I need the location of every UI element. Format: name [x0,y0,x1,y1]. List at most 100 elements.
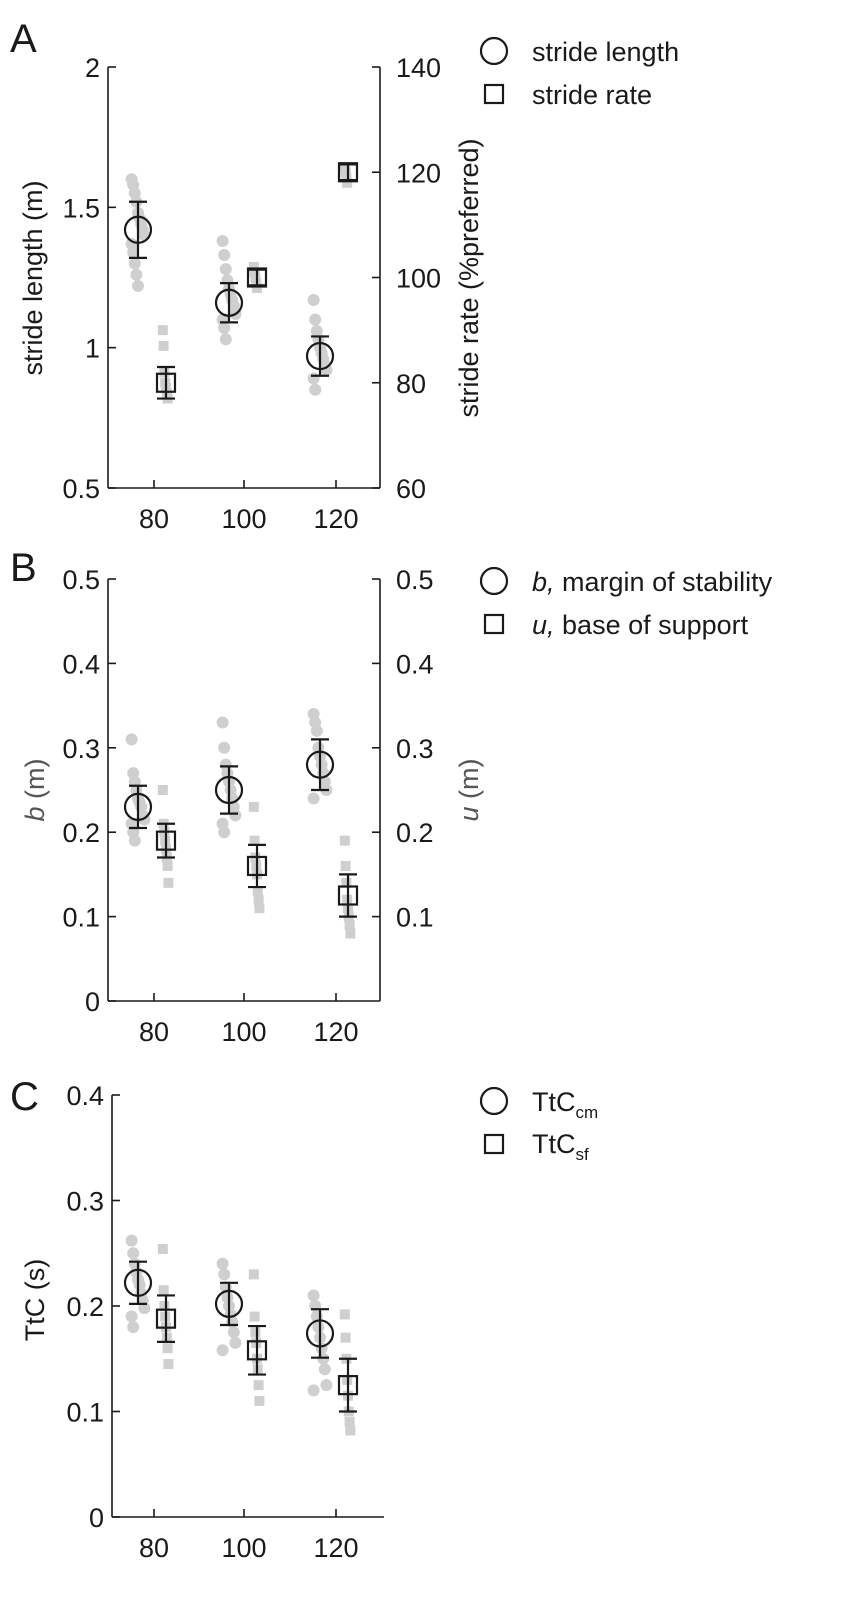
legend-c-item-0-label: TtCcm [532,1087,598,1122]
mean-point-square [337,885,359,906]
raw-point-square [249,267,260,278]
mean-point-circle [123,215,153,244]
mean-point-circle [123,792,153,821]
panel-b-y-right-tick-label: 0.4 [396,649,434,679]
raw-point-circle [216,716,229,729]
legend-c-item-0-text: TtC [532,1087,576,1117]
panel-b-y-right-tick-label: 0.5 [396,565,434,595]
raw-point-square [159,1301,170,1311]
legend-c: TtCcm TtCsf [479,1086,598,1164]
panel-a-x-tick-label: 100 [221,504,266,534]
panel-a-y-left-tick-label: 0.5 [62,474,100,504]
panel-c-y-left-tick-label: 0.2 [66,1292,104,1322]
legend-b-circle-marker [479,566,509,596]
panel-a-y-right-tick-label: 120 [396,158,441,188]
raw-point-square [340,167,351,178]
mean-point-circle [305,341,335,371]
legend-a: stride length stride rate [479,36,679,110]
panel-b-y-right-label: u (m) [454,758,484,821]
raw-point-circle [216,1344,229,1357]
legend-c-item-1-sub: sf [576,1145,590,1164]
panel-b-x-tick-label: 100 [221,1017,266,1047]
raw-point-square [252,886,263,897]
panel-c-chart: 0 0.1 0.2 0.3 0.4 80 100 120 [66,1081,384,1563]
raw-point-circle [309,313,322,326]
panel-b-y-left-tick-label: 0.4 [62,649,100,679]
panel-c-x-tick-label: 120 [313,1533,358,1563]
raw-point-circle [307,293,320,306]
panel-a-y-left-tick-label: 1 [85,334,100,364]
panel-c-y-label: TtC (s) [20,1259,50,1341]
legend-c-item-1-text: TtC [532,1129,576,1159]
raw-point-square [344,1417,355,1428]
raw-point-square [340,1332,351,1343]
legend-b-item-1-label: u, base of support [532,610,749,640]
panel-b-y-left-var: b [20,806,50,821]
panel-a-x-tick-label: 120 [313,504,358,534]
mean-point-square [246,855,268,877]
panel-b-x-tick-label: 80 [139,1017,169,1047]
raw-point-circle [125,1234,138,1247]
raw-point-circle [318,1363,331,1376]
panel-a-y-right-label: stride rate (%preferred) [454,138,484,417]
panel-b-y-left-tick-label: 0.5 [62,565,100,595]
panel-a-chart: 0.5 1 1.5 2 60 80 100 120 140 80 100 120 [62,53,441,534]
raw-point-square [162,860,173,871]
raw-point-circle [218,249,231,262]
panel-b-series-square [155,785,359,939]
raw-point-circle [130,268,143,281]
raw-point-circle [127,1321,140,1334]
panel-c-y-left-tick-label: 0.1 [66,1398,104,1428]
legend-a-square-marker [483,83,505,105]
raw-point-square [253,1380,264,1391]
panel-c-y-left-tick-label: 0.4 [66,1081,104,1111]
raw-point-square [339,835,350,846]
raw-point-circle [128,257,141,270]
panel-c-series-square [155,1244,359,1436]
raw-point-circle [219,263,232,276]
panel-b-y-left-label: b (m) [20,758,50,821]
raw-point-circle [307,372,320,385]
raw-point-circle [320,364,333,377]
panel-a-y-right-tick-label: 60 [396,474,426,504]
panel-a-y-left-tick-label: 2 [85,53,100,83]
raw-point-circle [307,1289,320,1302]
raw-point-square [250,272,261,283]
mean-point-circle [123,1268,153,1297]
mean-point-square [155,1308,177,1329]
legend-b: b, margin of stability u, base of suppor… [479,566,773,640]
panel-b-y-left-tick-label: 0.2 [62,818,100,848]
raw-point-square [254,1395,265,1406]
raw-point-square [157,785,168,795]
raw-point-circle [320,1379,333,1392]
raw-point-circle [229,809,242,822]
mean-point-circle [214,288,244,317]
mean-point-square [337,162,359,183]
panel-a-series-circle [123,173,335,396]
panel-letter-b: B [10,546,37,590]
raw-point-square [163,877,174,888]
panel-b-chart: 0 0.1 0.2 0.3 0.4 0.5 0.1 0.2 0.3 0.4 0.5 80 100 120 [62,565,433,1047]
raw-point-circle [127,1247,140,1260]
raw-point-square [248,801,259,812]
raw-point-square [254,903,265,914]
raw-point-circle [312,1321,325,1334]
raw-point-square [341,172,352,183]
panel-b-y-left-unit: (m) [20,758,50,806]
panel-b-y-right-var: u [454,806,484,821]
mean-point-circle [214,1289,244,1318]
raw-point-square [163,1359,174,1370]
raw-point-square [344,920,355,931]
panel-a-y-left-label: stride length (m) [18,180,48,375]
raw-point-square [253,894,264,905]
raw-point-circle [132,279,144,292]
panel-b-x-tick-label: 120 [313,1017,358,1047]
panel-b-series-circle [123,708,335,847]
raw-point-square [158,1285,169,1296]
mean-point-square [155,372,177,393]
panel-a-y-right-tick-label: 80 [396,369,426,399]
legend-b-item-0-text: margin of stability [555,567,773,597]
raw-point-circle [125,1310,138,1323]
raw-point-square [340,860,351,871]
